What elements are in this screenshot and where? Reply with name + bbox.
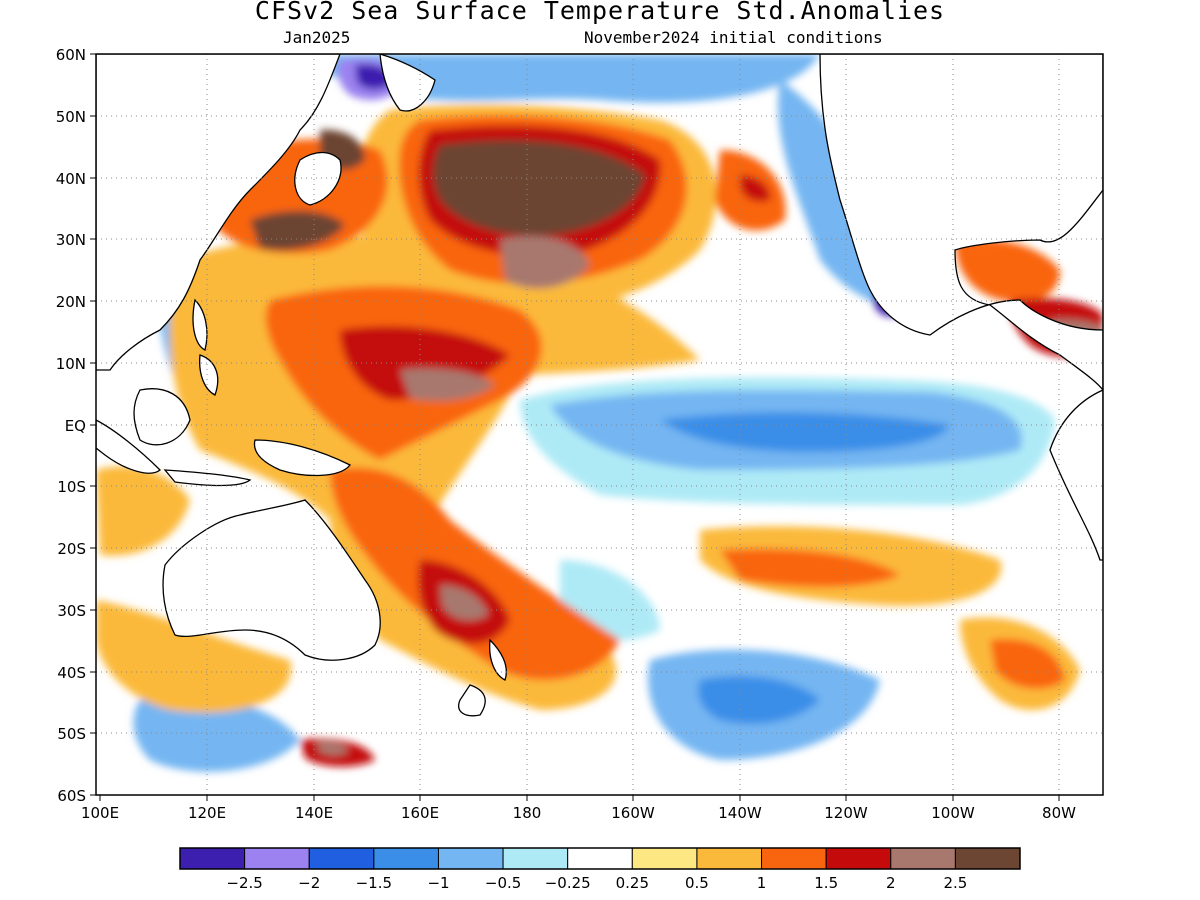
lon-labels: 100E 120E 140E 160E 180 160W 140W 120W 1… [81, 804, 1076, 822]
colorbar-swatches [179, 847, 1021, 870]
colorbar-swatch [761, 847, 827, 870]
lat-label: 50S [57, 725, 86, 743]
colorbar-label: 0.5 [685, 874, 709, 892]
lon-label: 120E [188, 804, 226, 822]
colorbar-frame [179, 847, 1021, 870]
colorbar-swatch [825, 847, 892, 870]
initial-conditions: November2024 initial conditions [584, 28, 883, 47]
axis-ticks [90, 53, 1060, 801]
lon-label: 100W [931, 804, 975, 822]
colorbar-swatch [890, 847, 956, 870]
colorbar-swatch [437, 847, 504, 870]
lat-label: 40S [57, 664, 86, 682]
forecast-month: Jan2025 [283, 28, 351, 47]
colorbar-label: −1.5 [356, 874, 392, 892]
colorbar-label: 1 [757, 874, 767, 892]
colorbar-swatch [308, 847, 375, 870]
colorbar-swatch [179, 847, 246, 870]
lat-label: 10N [56, 355, 86, 373]
lat-labels: 60N 50N 40N 30N 20N 10N EQ 10S 20S 30S 4… [56, 46, 86, 805]
colorbar-swatch [954, 847, 1021, 870]
lat-label: EQ [65, 417, 86, 435]
lat-label: 30N [56, 231, 86, 249]
colorbar-label: −2.5 [226, 874, 262, 892]
colorbar-label: 1.5 [814, 874, 838, 892]
lon-label: 140W [718, 804, 762, 822]
colorbar-label: −0.5 [485, 874, 521, 892]
lat-label: 60S [57, 787, 86, 805]
anomaly-field [96, 54, 1103, 795]
colorbar: −2.5 −2 −1.5 −1 −0.5 −0.25 0.25 0.5 1 1.… [179, 847, 1021, 892]
colorbar-label: −0.25 [545, 874, 591, 892]
colorbar-swatch [373, 847, 439, 870]
lat-label: 30S [57, 602, 86, 620]
colorbar-label: 2 [886, 874, 896, 892]
colorbar-label: −1 [427, 874, 449, 892]
colorbar-swatch [244, 847, 310, 870]
lat-label: 10S [57, 478, 86, 496]
lat-label: 40N [56, 170, 86, 188]
map-title: CFSv2 Sea Surface Temperature Std.Anomal… [254, 0, 946, 25]
colorbar-label: 0.25 [616, 874, 649, 892]
lat-label: 50N [56, 108, 86, 126]
colorbar-swatch [696, 847, 763, 870]
lat-label: 60N [56, 46, 86, 64]
lat-label: 20N [56, 293, 86, 311]
colorbar-swatch [502, 847, 569, 870]
lon-label: 140E [295, 804, 333, 822]
colorbar-swatch [567, 847, 633, 870]
lon-label: 100E [81, 804, 119, 822]
colorbar-label: −2 [298, 874, 320, 892]
lon-label: 160W [611, 804, 655, 822]
colorbar-label: 2.5 [943, 874, 967, 892]
coastlines [96, 54, 1103, 717]
lat-label: 20S [57, 540, 86, 558]
lon-label: 160E [401, 804, 439, 822]
lon-label: 120W [824, 804, 868, 822]
graticule [96, 54, 1103, 795]
lon-label: 80W [1042, 804, 1076, 822]
lon-label: 180 [513, 804, 542, 822]
colorbar-swatch [631, 847, 698, 870]
